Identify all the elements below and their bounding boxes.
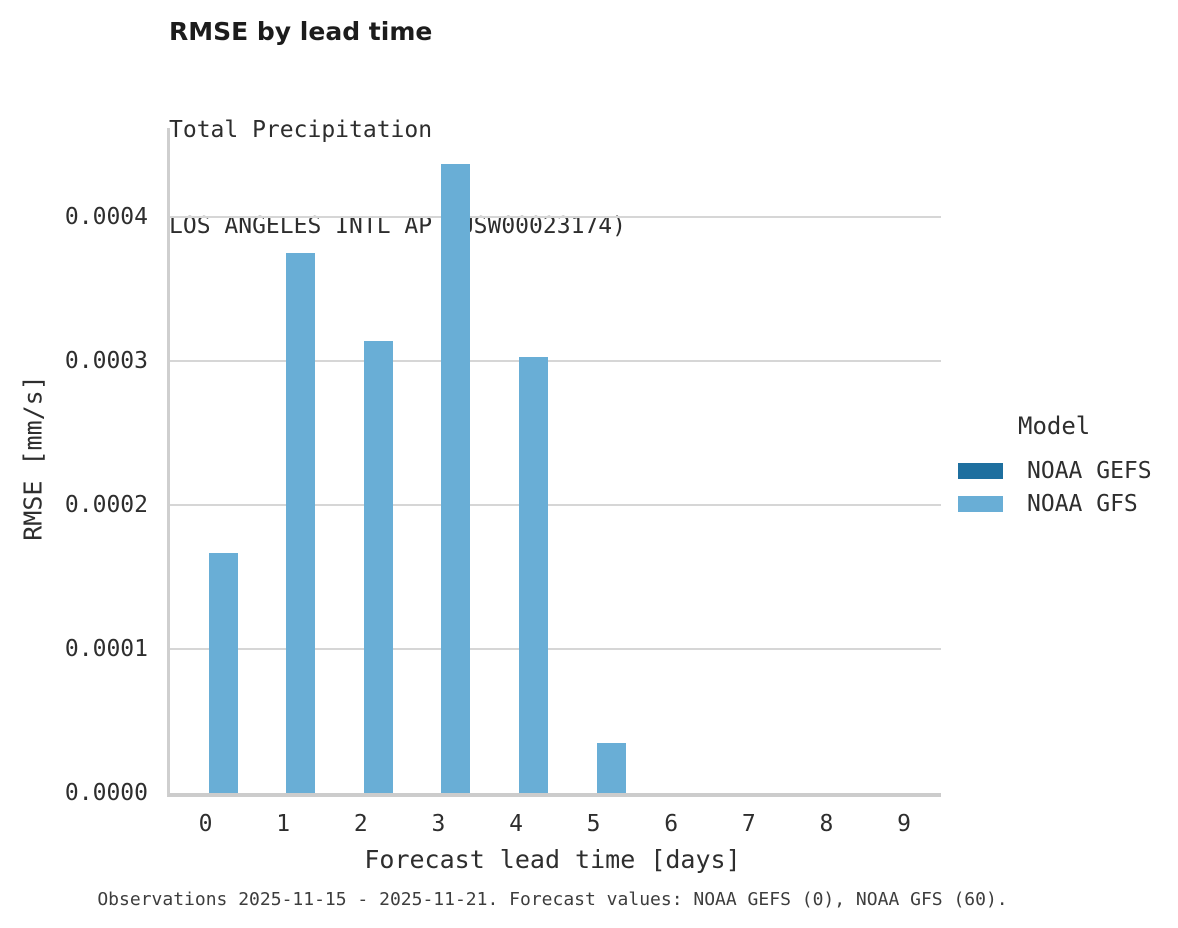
chart-title: RMSE by lead time — [169, 17, 433, 46]
x-tick-label: 7 — [741, 811, 756, 837]
y-tick-label: 0.0000 — [64, 780, 148, 806]
legend-label: NOAA GEFS — [1027, 457, 1152, 484]
plot-panel — [167, 128, 941, 797]
y-tick-label: 0.0003 — [64, 348, 148, 375]
bar-noaa-gfs-day-4 — [519, 357, 548, 793]
x-tick-label: 3 — [431, 811, 446, 837]
bar-noaa-gfs-day-1 — [286, 253, 316, 793]
x-tick-label: 8 — [819, 811, 834, 837]
legend-entry: NOAA GFS — [958, 487, 1178, 520]
subtitle-station-variable: Total Precipitation — [169, 117, 433, 143]
y-tick-label: 0.0002 — [64, 492, 148, 519]
legend-swatch-icon — [958, 495, 1003, 512]
legend-title: Model — [1018, 412, 1091, 440]
gridline — [170, 360, 941, 363]
x-tick-label: 2 — [353, 811, 368, 837]
y-tick-label: 0.0004 — [64, 204, 148, 231]
x-tick-label: 0 — [198, 811, 213, 837]
gridline — [170, 648, 941, 651]
bar-noaa-gfs-day-0 — [208, 553, 238, 793]
y-tick-label: 0.0001 — [64, 636, 148, 663]
legend: Model NOAA GEFS NOAA GFS — [958, 412, 1178, 520]
legend-label: NOAA GFS — [1027, 490, 1138, 517]
bar-noaa-gfs-day-3 — [441, 164, 471, 793]
caption: Observations 2025-11-15 - 2025-11-21. Fo… — [97, 889, 1008, 910]
x-axis-label: Forecast lead time [days] — [364, 845, 741, 874]
legend-swatch-icon — [958, 462, 1003, 479]
bar-noaa-gfs-day-5 — [596, 743, 626, 793]
x-tick-label: 5 — [586, 811, 601, 837]
gridline — [170, 504, 941, 507]
gridline — [170, 216, 941, 219]
x-tick-label: 6 — [664, 811, 679, 837]
x-tick-label: 1 — [276, 811, 291, 837]
x-tick-label: 9 — [897, 811, 911, 837]
legend-entry: NOAA GEFS — [958, 454, 1178, 487]
bar-noaa-gfs-day-2 — [363, 341, 393, 793]
legend-entries: NOAA GEFS NOAA GFS — [958, 454, 1178, 520]
x-tick-label: 4 — [509, 811, 523, 837]
